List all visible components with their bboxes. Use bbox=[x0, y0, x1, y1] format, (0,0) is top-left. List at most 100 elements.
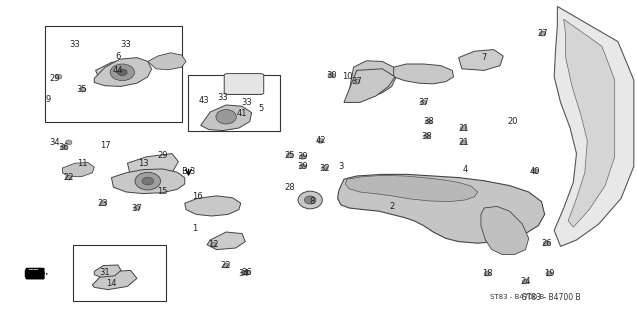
Text: 12: 12 bbox=[208, 240, 218, 249]
Text: 5: 5 bbox=[259, 104, 264, 113]
Text: 33: 33 bbox=[218, 93, 228, 102]
Ellipse shape bbox=[426, 119, 432, 124]
Ellipse shape bbox=[304, 196, 316, 204]
Polygon shape bbox=[207, 232, 245, 250]
Text: 44: 44 bbox=[113, 66, 123, 75]
Ellipse shape bbox=[80, 87, 86, 92]
Ellipse shape bbox=[66, 175, 72, 180]
Text: ST83 - B4700 B: ST83 - B4700 B bbox=[490, 294, 545, 300]
Polygon shape bbox=[127, 154, 178, 179]
Ellipse shape bbox=[546, 271, 552, 276]
Text: 17: 17 bbox=[100, 141, 110, 150]
Polygon shape bbox=[201, 105, 252, 131]
Text: 38: 38 bbox=[424, 117, 434, 126]
Text: 7: 7 bbox=[482, 53, 487, 62]
Polygon shape bbox=[148, 53, 186, 70]
Text: 33: 33 bbox=[242, 98, 252, 107]
Text: 42: 42 bbox=[315, 136, 326, 145]
Text: 4: 4 bbox=[462, 165, 468, 174]
Text: 25: 25 bbox=[285, 151, 295, 160]
Text: 26: 26 bbox=[541, 239, 552, 248]
Text: 6: 6 bbox=[115, 52, 120, 60]
Text: 19: 19 bbox=[544, 269, 554, 278]
Polygon shape bbox=[111, 169, 185, 194]
Text: 2: 2 bbox=[389, 202, 394, 211]
Text: 22: 22 bbox=[221, 261, 231, 270]
Ellipse shape bbox=[223, 263, 229, 268]
Text: 40: 40 bbox=[530, 167, 540, 176]
Polygon shape bbox=[394, 64, 454, 84]
Ellipse shape bbox=[317, 138, 324, 143]
Ellipse shape bbox=[461, 140, 467, 145]
Text: 3: 3 bbox=[338, 162, 343, 171]
Text: 21: 21 bbox=[459, 138, 469, 147]
Ellipse shape bbox=[134, 206, 140, 211]
Polygon shape bbox=[94, 265, 121, 277]
Text: 33: 33 bbox=[70, 40, 80, 49]
Polygon shape bbox=[94, 58, 152, 86]
Text: 15: 15 bbox=[157, 188, 168, 196]
Text: 27: 27 bbox=[538, 29, 548, 38]
Text: 41: 41 bbox=[237, 109, 247, 118]
Polygon shape bbox=[185, 196, 241, 216]
Text: 36: 36 bbox=[242, 268, 252, 277]
Text: 14: 14 bbox=[106, 279, 117, 288]
Text: 9: 9 bbox=[45, 95, 50, 104]
Bar bbox=[188, 75, 280, 131]
Text: 32: 32 bbox=[320, 164, 330, 172]
Text: 16: 16 bbox=[192, 192, 203, 201]
Text: 34: 34 bbox=[49, 138, 59, 147]
Text: 31: 31 bbox=[100, 268, 110, 277]
Ellipse shape bbox=[424, 134, 430, 139]
Text: ST83 - B4700 B: ST83 - B4700 B bbox=[522, 293, 581, 302]
Text: 37: 37 bbox=[352, 77, 362, 86]
Polygon shape bbox=[344, 69, 395, 102]
Ellipse shape bbox=[210, 243, 217, 247]
Text: 21: 21 bbox=[459, 124, 469, 132]
Ellipse shape bbox=[484, 271, 490, 276]
Polygon shape bbox=[554, 6, 634, 246]
Polygon shape bbox=[564, 19, 615, 227]
Text: FR.: FR. bbox=[43, 269, 57, 278]
Ellipse shape bbox=[322, 166, 328, 171]
Bar bbox=[73, 245, 166, 301]
Text: FR.: FR. bbox=[27, 269, 43, 278]
FancyBboxPatch shape bbox=[224, 74, 264, 94]
Text: 18: 18 bbox=[482, 269, 492, 278]
Ellipse shape bbox=[216, 109, 236, 124]
Text: 30: 30 bbox=[326, 71, 336, 80]
Text: 35: 35 bbox=[76, 85, 87, 94]
Text: B-3: B-3 bbox=[182, 167, 196, 176]
Ellipse shape bbox=[299, 164, 306, 169]
Text: 33: 33 bbox=[121, 40, 131, 49]
Bar bbox=[226, 74, 261, 94]
Ellipse shape bbox=[298, 191, 322, 209]
Ellipse shape bbox=[420, 100, 427, 105]
Text: 38: 38 bbox=[422, 132, 432, 140]
Ellipse shape bbox=[110, 64, 134, 81]
Text: 43: 43 bbox=[199, 96, 209, 105]
Text: 29: 29 bbox=[157, 151, 168, 160]
Ellipse shape bbox=[328, 73, 334, 78]
Text: 23: 23 bbox=[98, 199, 108, 208]
Ellipse shape bbox=[461, 126, 467, 131]
Text: 37: 37 bbox=[132, 204, 142, 212]
Ellipse shape bbox=[117, 69, 127, 76]
Text: 37: 37 bbox=[419, 98, 429, 107]
Bar bbox=[45, 26, 182, 122]
Ellipse shape bbox=[287, 153, 293, 158]
Ellipse shape bbox=[540, 31, 546, 36]
Polygon shape bbox=[347, 61, 396, 102]
Text: 13: 13 bbox=[138, 159, 148, 168]
Ellipse shape bbox=[55, 75, 62, 79]
Ellipse shape bbox=[522, 279, 529, 284]
Text: 24: 24 bbox=[520, 277, 531, 286]
Text: 29: 29 bbox=[49, 74, 59, 83]
Text: 36: 36 bbox=[59, 143, 69, 152]
Text: 28: 28 bbox=[285, 183, 295, 192]
Polygon shape bbox=[92, 270, 137, 290]
Text: 11: 11 bbox=[78, 159, 88, 168]
Text: 39: 39 bbox=[297, 162, 308, 171]
Text: 1: 1 bbox=[192, 224, 197, 233]
Polygon shape bbox=[481, 206, 529, 254]
